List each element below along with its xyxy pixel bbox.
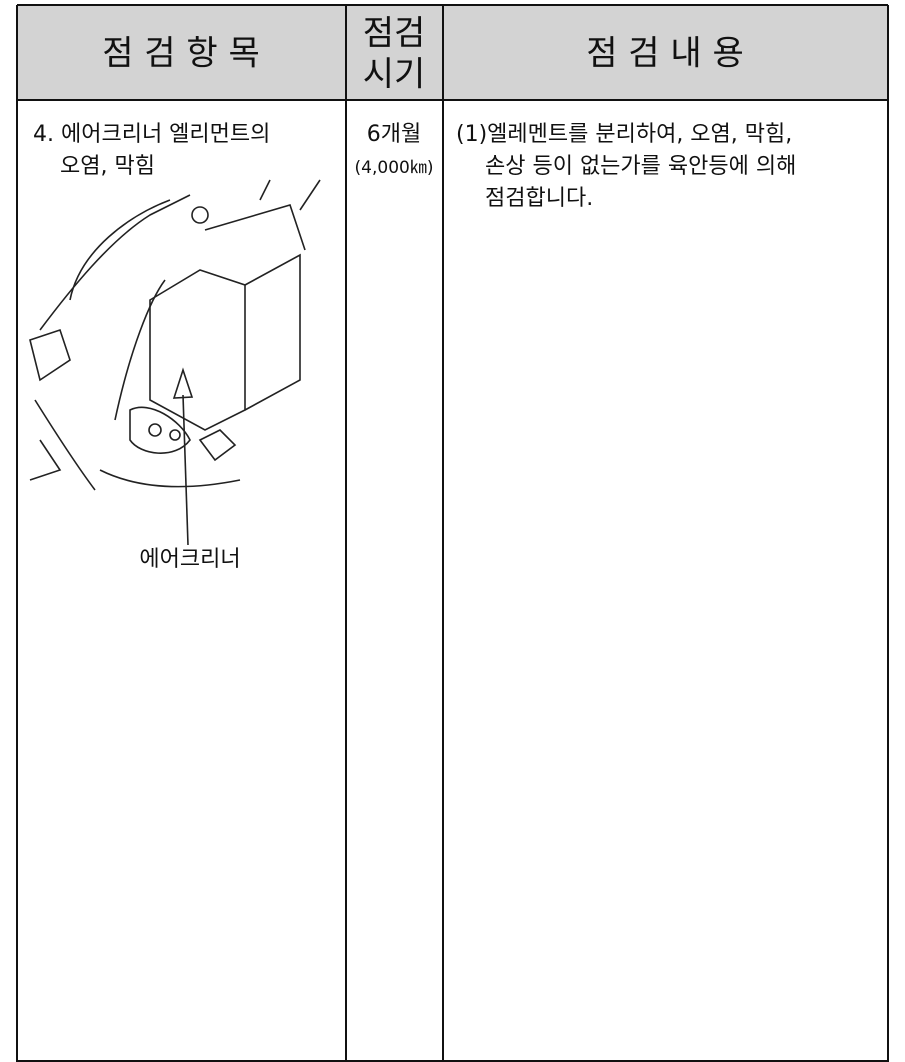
item-text: 오염, 막힘 (60, 154, 155, 179)
period-text: 6개월 (367, 122, 421, 147)
header-period: 시기 (363, 55, 426, 95)
period-distance: (4,000㎞) (355, 158, 434, 178)
air-cleaner-illustration (29, 179, 321, 546)
content-text: 손상 등이 없는가를 육안등에 의해 (485, 154, 796, 179)
content-text: (1)엘레멘트를 분리하여, 오염, 막힘, (456, 122, 792, 147)
header-period: 점검 (363, 14, 426, 54)
item-text: 4. 에어크리너 엘리먼트의 (33, 122, 270, 147)
content-text: 점검합니다. (485, 186, 593, 211)
header-item: 점 검 항 목 (102, 34, 260, 74)
header-content: 점 검 내 용 (586, 34, 744, 74)
header-background (17, 5, 888, 100)
table-lines (16, 4, 889, 1062)
figure-label: 에어크리너 (139, 547, 240, 572)
